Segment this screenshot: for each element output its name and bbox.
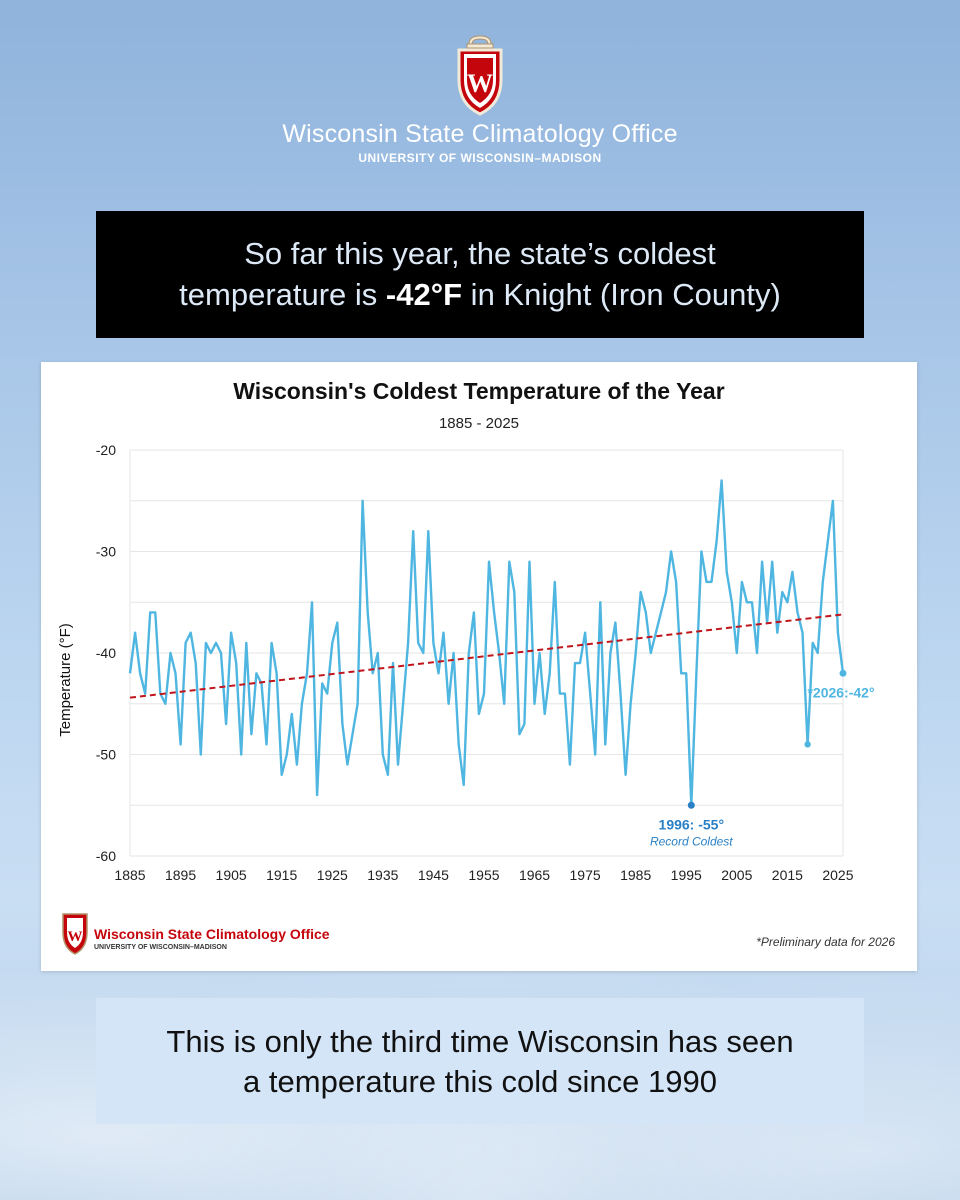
x-tick-label: 1935 — [367, 867, 398, 883]
x-tick-label: 1955 — [468, 867, 499, 883]
banner-temperature-highlight: -42°F — [385, 277, 463, 312]
gridlines — [129, 449, 844, 857]
svg-text:W: W — [68, 929, 83, 945]
x-tick-label: 1905 — [216, 867, 247, 883]
y-axis-ticks: -20 -30 -40 -50 -60 — [96, 442, 116, 864]
x-tick-label: 1985 — [620, 867, 651, 883]
preliminary-2026-marker — [839, 669, 847, 677]
preliminary-2026-label: *2026:-42° — [807, 684, 874, 700]
plot-area — [128, 479, 847, 809]
y-tick-label: -60 — [96, 848, 116, 864]
footer-org-subtitle: UNIVERSITY OF WISCONSIN–MADISON — [94, 944, 227, 951]
bottom-note-line-2: a temperature this cold since 1990 — [243, 1064, 717, 1099]
y-axis-label: Temperature (°F) — [57, 623, 74, 737]
org-title: Wisconsin State Climatology Office — [282, 120, 678, 148]
banner-line-2-suffix: in Knight (Iron County) — [462, 277, 781, 312]
y-tick-label: -50 — [96, 747, 116, 763]
x-tick-label: 2005 — [721, 867, 752, 883]
y-tick-label: -30 — [96, 544, 116, 560]
record-coldest-marker — [687, 801, 695, 809]
footer-logo: W — [62, 913, 88, 955]
bottom-note-line-1: This is only the third time Wisconsin ha… — [166, 1024, 794, 1059]
x-axis-ticks: 1885 1895 1905 1915 1925 1935 1945 1955 1965 1975… — [114, 867, 853, 883]
chart-subtitle: 1885 - 2025 — [439, 415, 519, 432]
y-tick-label: -20 — [96, 442, 116, 458]
bottom-note: This is only the third time Wisconsin ha… — [96, 998, 864, 1124]
header: W Wisconsin State Climatology Office UNI… — [0, 34, 960, 165]
x-tick-label: 1945 — [418, 867, 449, 883]
org-subtitle: UNIVERSITY OF WISCONSIN–MADISON — [358, 151, 602, 165]
headline-banner: So far this year, the state’s coldest te… — [96, 211, 864, 338]
temperature-chart: Wisconsin's Coldest Temperature of the Y… — [57, 378, 895, 955]
uw-crest-icon: W — [457, 35, 503, 116]
temperature-series-line — [128, 479, 845, 807]
x-tick-label: 1965 — [519, 867, 550, 883]
record-coldest-sublabel: Record Coldest — [650, 834, 733, 848]
chart-title: Wisconsin's Coldest Temperature of the Y… — [233, 378, 724, 404]
chart-card: Wisconsin's Coldest Temperature of the Y… — [41, 362, 917, 971]
x-tick-label: 1895 — [165, 867, 196, 883]
svg-text:W: W — [467, 69, 493, 98]
x-tick-label: 1975 — [570, 867, 601, 883]
x-tick-label: 1995 — [671, 867, 702, 883]
annotations: 1996: -55° Record Coldest *2026:-42° — [650, 684, 875, 848]
marker-2019 — [804, 741, 811, 748]
x-tick-label: 1885 — [114, 867, 145, 883]
record-coldest-label: 1996: -55° — [659, 816, 725, 832]
x-tick-label: 2025 — [822, 867, 853, 883]
y-tick-label: -40 — [96, 645, 116, 661]
x-tick-label: 2015 — [772, 867, 803, 883]
banner-line-2: temperature is -42°F in Knight (Iron Cou… — [96, 274, 864, 315]
footer-crest-inner — [67, 918, 83, 948]
x-tick-label: 1925 — [317, 867, 348, 883]
banner-line-2-prefix: temperature is — [179, 277, 386, 312]
footer-org-title: Wisconsin State Climatology Office — [94, 926, 330, 942]
banner-line-1: So far this year, the state’s coldest — [244, 236, 716, 271]
footnote: *Preliminary data for 2026 — [756, 935, 895, 949]
x-tick-label: 1915 — [266, 867, 297, 883]
